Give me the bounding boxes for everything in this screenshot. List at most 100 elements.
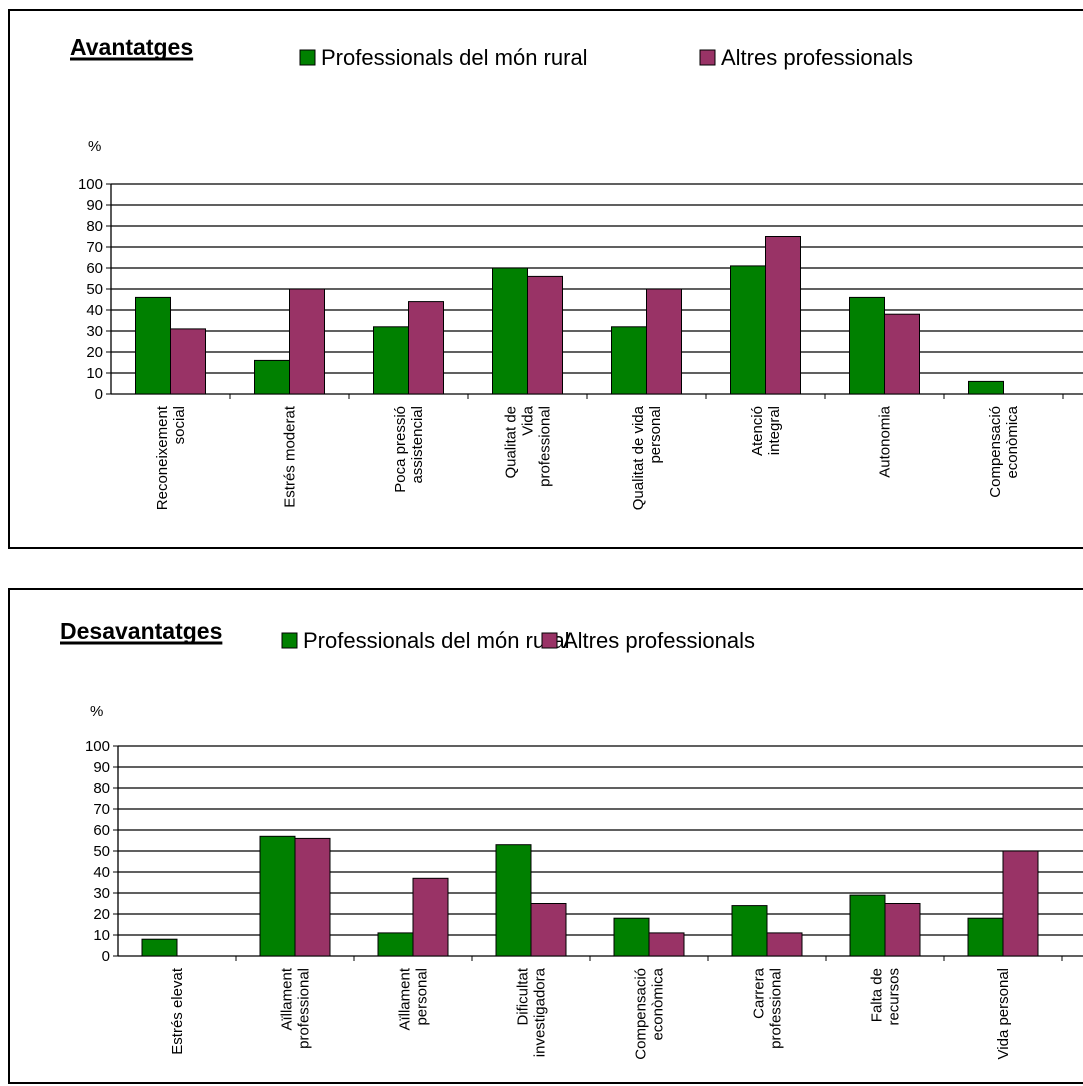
bar-rural <box>495 844 532 957</box>
x-category-label: Compensació econòmica <box>633 967 667 1059</box>
legend-label: Professionals del món rural <box>303 628 570 653</box>
x-category-label-line: Compensació <box>633 968 650 1060</box>
bar-rural <box>135 296 171 395</box>
y-tick-label: 10 <box>86 365 103 382</box>
x-category-label: Falta de recursos <box>869 968 903 1026</box>
x-category-label: Atenció integral <box>749 406 783 456</box>
x-category-label-line: Dificultat <box>515 967 532 1025</box>
y-tick-label: 100 <box>85 738 110 755</box>
x-category-label: Aïllament personal <box>397 967 431 1030</box>
bar-altres <box>884 903 921 957</box>
y-tick-label: 40 <box>93 864 110 881</box>
legend-swatch <box>541 632 558 649</box>
x-category-label-line: Estrés elevat <box>169 967 186 1055</box>
x-category-label-line: personal <box>414 968 431 1026</box>
bar-rural <box>849 296 885 395</box>
y-tick-label: 50 <box>86 281 103 298</box>
bar-altres <box>884 313 920 395</box>
legend-swatch <box>299 49 316 66</box>
x-category-label: Compensació econòmica <box>987 405 1021 497</box>
x-category-label-line: Qualitat de <box>503 406 520 479</box>
x-category-label-line: social <box>171 406 188 444</box>
bar-altres <box>412 877 449 957</box>
y-axis-label: % <box>88 138 101 155</box>
x-category-label: Autonomia <box>877 405 894 477</box>
x-category-label: Vida personal <box>995 968 1012 1059</box>
bar-altres <box>765 236 801 395</box>
x-category-label: Reconeixement social <box>154 405 188 510</box>
y-tick-label: 50 <box>93 843 110 860</box>
bar-rural <box>141 938 178 957</box>
y-tick-label: 80 <box>86 218 103 235</box>
bar-altres <box>527 275 563 395</box>
x-category-label: Aïllament professional <box>279 967 313 1049</box>
x-category-label: Estrés elevat <box>169 967 186 1055</box>
x-category-label: Dificultat investigadora <box>515 967 549 1057</box>
bar-altres <box>766 932 803 957</box>
chart-panel-avantatges: Avantatges Professionals del món rural Alt… <box>8 9 1083 549</box>
y-tick-label: 30 <box>86 323 103 340</box>
x-category-label-line: professional <box>296 968 313 1049</box>
bar-rural <box>613 917 650 957</box>
bar-rural <box>730 265 766 395</box>
x-category-label-line: Estrés moderat <box>282 405 299 508</box>
x-category-label-line: Vida <box>520 405 537 435</box>
bar-altres <box>648 932 685 957</box>
bar-rural <box>611 326 647 395</box>
legend-label: Professionals del món rural <box>321 45 588 70</box>
bar-altres <box>408 301 444 395</box>
bar-altres <box>1002 850 1039 957</box>
y-tick-label: 0 <box>95 386 103 403</box>
x-category-label-line: Falta de <box>869 968 886 1022</box>
y-tick-label: 30 <box>93 885 110 902</box>
x-category-label-line: Autonomia <box>877 405 894 477</box>
x-category-label-line: recursos <box>886 968 903 1026</box>
y-tick-label: 90 <box>93 759 110 776</box>
y-tick-label: 60 <box>86 260 103 277</box>
legend-label: Altres professionals <box>563 628 755 653</box>
y-tick-label: 20 <box>86 344 103 361</box>
x-category-label-line: Qualitat de vida <box>630 405 647 510</box>
x-category-label-line: Compensació <box>987 406 1004 498</box>
x-category-label-line: investigadora <box>532 967 549 1057</box>
bar-rural <box>377 932 414 957</box>
x-category-label: Carrera professional <box>751 967 785 1049</box>
x-category-label-line: personal <box>647 406 664 464</box>
y-tick-label: 100 <box>78 176 103 193</box>
x-category-label-line: assistencial <box>409 406 426 484</box>
chart-desavantatges: Desavantatges Professionals del món rural… <box>60 618 1083 1060</box>
y-tick-label: 40 <box>86 302 103 319</box>
bar-rural <box>373 326 409 395</box>
x-category-label-line: professional <box>537 406 554 487</box>
x-category-label-line: econòmica <box>650 967 667 1040</box>
y-tick-label: 70 <box>86 239 103 256</box>
chart-title: Avantatges <box>70 34 193 60</box>
bar-rural <box>254 359 290 395</box>
y-tick-label: 60 <box>93 822 110 839</box>
y-tick-label: 0 <box>102 948 110 965</box>
x-category-label: Qualitat de Vida professional <box>503 405 554 487</box>
x-category-label-line: Aïllament <box>397 967 414 1030</box>
bar-rural <box>968 380 1004 395</box>
bar-altres <box>530 903 567 957</box>
x-category-label: Qualitat de vida personal <box>630 405 664 510</box>
bar-altres <box>646 288 682 395</box>
bar-altres <box>289 288 325 395</box>
x-category-label: Poca pressió assistencial <box>392 406 426 493</box>
chart-title: Desavantatges <box>60 618 222 644</box>
y-tick-label: 10 <box>93 927 110 944</box>
y-tick-label: 80 <box>93 780 110 797</box>
bar-rural <box>492 267 528 395</box>
x-category-label-line: Reconeixement <box>154 405 171 510</box>
bar-rural <box>259 835 296 957</box>
legend-swatch <box>281 632 298 649</box>
x-category-label-line: econòmica <box>1004 405 1021 478</box>
bar-altres <box>170 328 206 395</box>
bar-rural <box>967 917 1004 957</box>
x-category-label-line: Poca pressió <box>392 406 409 493</box>
y-tick-label: 90 <box>86 197 103 214</box>
legend-swatch <box>699 49 716 66</box>
y-tick-label: 20 <box>93 906 110 923</box>
bar-rural <box>731 905 768 957</box>
x-category-label-line: professional <box>768 968 785 1049</box>
